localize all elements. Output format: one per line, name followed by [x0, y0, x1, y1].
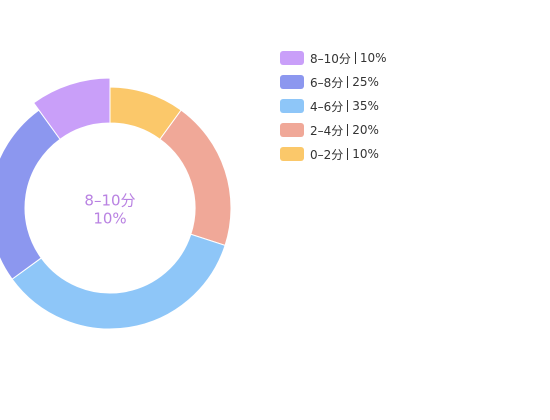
legend-value: 10%	[352, 147, 379, 161]
legend-swatch	[280, 51, 304, 65]
legend-label: 8–10分	[310, 51, 351, 66]
legend-item[interactable]: 6–8分 25%	[280, 70, 387, 94]
legend-swatch	[280, 123, 304, 137]
legend-label: 4–6分	[310, 99, 344, 114]
legend-label: 6–8分	[310, 75, 344, 90]
legend-swatch	[280, 99, 304, 113]
legend-separator	[347, 100, 349, 112]
legend-swatch	[280, 75, 304, 89]
legend-value: 20%	[352, 123, 379, 137]
center-label: 8–10分	[84, 192, 135, 210]
legend-value: 25%	[352, 75, 379, 89]
legend-item[interactable]: 0–2分 10%	[280, 142, 387, 166]
donut-segment[interactable]	[159, 109, 232, 247]
legend-value: 10%	[359, 51, 387, 65]
legend-separator	[354, 52, 356, 64]
legend-swatch	[280, 147, 304, 161]
donut-segment[interactable]	[0, 109, 61, 280]
legend-item[interactable]: 8–10分 10%	[280, 46, 387, 70]
legend: 8–10分 10% 6–8分 25% 4–6分 35% 2–4分 20% 0–2分 10%	[280, 46, 387, 166]
legend-separator	[347, 148, 349, 160]
donut-segment[interactable]	[32, 77, 111, 140]
legend-separator	[347, 76, 349, 88]
center-value: 10%	[93, 210, 126, 228]
legend-item[interactable]: 2–4分 20%	[280, 118, 387, 142]
legend-label: 0–2分	[310, 147, 344, 162]
legend-item[interactable]: 4–6分 35%	[280, 94, 387, 118]
legend-value: 35%	[352, 99, 379, 113]
donut-segment[interactable]	[11, 233, 226, 330]
legend-separator	[347, 124, 349, 136]
legend-label: 2–4分	[310, 123, 344, 138]
